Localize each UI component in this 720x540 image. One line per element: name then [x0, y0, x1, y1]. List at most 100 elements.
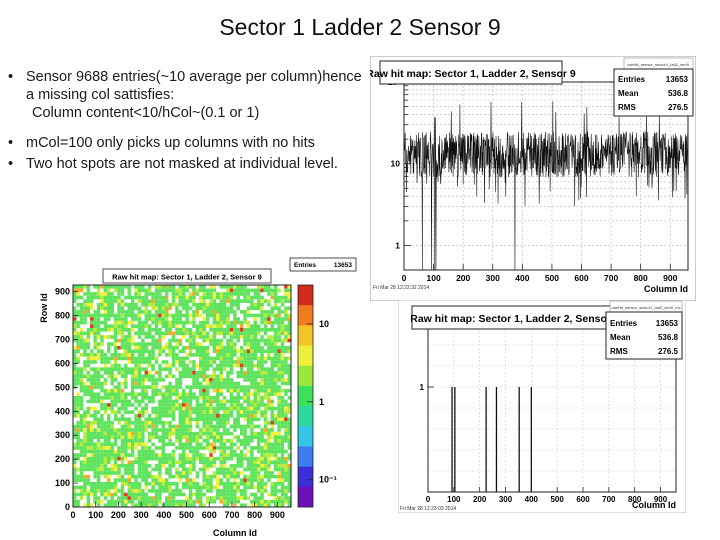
heatmap-cell: [83, 374, 87, 379]
heatmap-cell: [151, 485, 155, 490]
heatmap-cell: [93, 374, 97, 379]
heatmap-cell: [267, 367, 271, 371]
heatmap-cell: [168, 320, 172, 325]
heatmap-cell: [277, 442, 281, 447]
heatmap-cell: [287, 417, 292, 422]
heatmap-cell: [120, 496, 125, 500]
heatmap-cell: [175, 317, 179, 321]
heatmap-cell: [202, 367, 206, 371]
heatmap-cell: [205, 292, 210, 296]
heatmap-cell: [212, 428, 217, 432]
heatmap-cell: [280, 421, 285, 425]
heatmap-cell: [182, 370, 186, 375]
heatmap-cell: [199, 360, 203, 364]
heatmap-cell: [147, 471, 152, 475]
heatmap-cell: [120, 417, 125, 422]
heatmap-cell: [267, 438, 271, 443]
heatmap-cell: [253, 460, 257, 465]
heatmap-cell: [120, 424, 125, 429]
heatmap-cell: [96, 306, 101, 311]
heatmap-cell: [253, 492, 257, 497]
heatmap-cell: [243, 496, 247, 500]
heatmap-cell: [103, 431, 108, 436]
heatmap-cell: [216, 446, 220, 450]
heatmap-cell: [178, 471, 183, 475]
heatmap-cell: [96, 503, 101, 508]
heatmap-cell: [158, 406, 162, 411]
heatmap-cell: [256, 456, 261, 461]
heatmap-cell: [171, 299, 176, 303]
heatmap-cell: [134, 492, 138, 497]
heatmap-cell: [185, 499, 189, 504]
heatmap-cell: [273, 496, 278, 500]
heatmap-cell: [263, 442, 268, 447]
heatmap-cell: [103, 489, 108, 493]
heatmap-cell: [216, 302, 220, 307]
heatmap-cell: [93, 417, 97, 422]
heatmap-cell: [199, 302, 203, 307]
heatmap-cell: [185, 302, 189, 307]
heatmap-cell: [250, 446, 254, 450]
heatmap-cell: [171, 360, 176, 364]
heatmap-cell: [120, 292, 125, 296]
heatmap-cell: [127, 285, 131, 289]
heatmap-cell: [205, 421, 210, 425]
heatmap-cell: [103, 356, 108, 361]
heatmap-cell: [96, 345, 101, 350]
heatmap-cell: [76, 324, 80, 329]
heatmap-cell: [144, 385, 148, 389]
heatmap-cell: [284, 345, 288, 350]
heatmap-cell: [154, 474, 159, 479]
heatmap-cell: [83, 302, 87, 307]
heatmap-cell: [243, 295, 247, 300]
heatmap-cell: [260, 353, 264, 357]
heatmap-cell: [141, 503, 145, 508]
heatmap-cell: [141, 310, 145, 314]
heatmap-cell: [222, 396, 227, 400]
heatmap-cell: [79, 285, 84, 289]
heatmap-cell: [130, 299, 135, 303]
heatmap-cell: [107, 485, 111, 490]
heatmap-cell: [287, 370, 292, 375]
heatmap-cell: [86, 489, 91, 493]
heatmap-cell: [130, 392, 135, 397]
heatmap-cell: [147, 385, 152, 389]
heatmap-cell: [270, 292, 275, 296]
heatmap-cell: [73, 499, 77, 504]
heatmap-cell: [188, 435, 193, 440]
heatmap-cell: [103, 288, 108, 293]
heatmap-cell: [246, 496, 251, 500]
heatmap-cell: [287, 388, 292, 393]
heatmap-cell: [284, 431, 288, 436]
heatmap-cell: [270, 485, 275, 490]
heatmap-cell: [222, 378, 227, 382]
heatmap-cell: [103, 446, 108, 450]
heatmap-cell: [284, 378, 288, 382]
heatmap-cell: [127, 485, 131, 490]
heatmap-cell: [103, 453, 108, 457]
heatmap-cell: [277, 428, 281, 432]
heatmap-cell: [287, 424, 292, 429]
heatmap-cell: [273, 406, 278, 411]
heatmap-cell: [96, 489, 101, 493]
heatmap-cell: [277, 503, 281, 508]
heatmap-cell: [185, 496, 189, 500]
heatmap-cell: [93, 385, 97, 389]
heatmap-cell: [107, 302, 111, 307]
heatmap-cell: [79, 335, 84, 339]
heatmap-cell: [267, 381, 271, 386]
heatmap-cell: [270, 413, 275, 418]
heatmap-cell: [175, 474, 179, 479]
heatmap-cell: [117, 428, 121, 432]
heatmap-cell: [164, 503, 169, 508]
heatmap-cell: [175, 288, 179, 293]
heatmap-cell: [147, 489, 152, 493]
heatmap-cell: [147, 356, 152, 361]
heatmap-cell: [256, 403, 261, 407]
heatmap-cell: [256, 499, 261, 504]
heatmap-cell: [110, 295, 114, 300]
heatmap-cell: [219, 324, 223, 329]
heatmap-cell: [253, 410, 257, 414]
heatmap-cell: [233, 421, 237, 425]
heatmap-cell: [171, 320, 176, 325]
